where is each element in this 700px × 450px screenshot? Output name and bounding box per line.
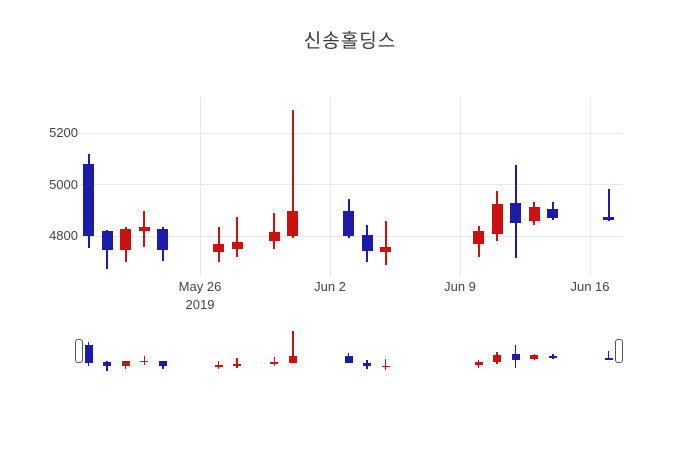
candle-wick [236,217,239,257]
mini-candle-body [214,364,223,367]
v-gridline [589,97,591,276]
x-tick-year-label: 2019 [185,297,215,312]
candle-body[interactable] [101,231,113,251]
candle-body[interactable] [287,210,299,237]
candle-wick [384,220,387,265]
mini-candle-wick [607,350,610,359]
candle-body[interactable] [83,164,95,237]
mini-candle-body [530,355,539,359]
v-gridline [459,97,461,276]
mini-candle-body [363,362,372,367]
y-tick-label: 5000 [49,176,78,192]
mini-candle-body [158,360,167,367]
x-tick-label: Jun 16 [570,279,610,294]
candle-body[interactable] [510,202,522,224]
mini-candle-body [604,358,613,360]
mini-candle-wick [384,359,387,371]
y-tick-label: 4800 [49,228,78,244]
candle-body[interactable] [491,204,503,234]
mini-candle-body [381,365,390,367]
mini-candle-body [140,360,149,363]
mini-candle-body [121,360,130,367]
x-tick-label: Jun 2 [314,279,346,294]
mini-candle-body [288,356,297,363]
candle-body[interactable] [473,231,485,244]
candle-body[interactable] [343,210,355,237]
mini-candle-body [270,361,279,365]
candle-body[interactable] [120,228,132,251]
h-gridline [80,184,623,186]
x-tick-label: Jun 9 [444,279,476,294]
candle-body[interactable] [213,244,225,252]
mini-candle-body [493,354,502,363]
candle-wick [607,188,610,221]
mini-candle-body [344,356,353,363]
mini-candle-body [511,354,520,360]
candle-body[interactable] [603,217,615,220]
mini-candle-wick [292,331,294,364]
candle-body[interactable] [380,246,392,252]
rangeslider-right-handle[interactable] [615,339,623,363]
candle-body[interactable] [157,228,169,251]
mini-candle-body [548,356,557,359]
v-gridline [199,97,201,276]
mini-candle-body [84,344,93,363]
mini-candle-wick [236,358,238,369]
candle-body[interactable] [547,209,559,219]
x-tick-label: May 26 [178,279,222,294]
mini-candle-body [103,361,112,367]
candle-body[interactable] [268,232,280,242]
y-tick-label: 5200 [49,125,78,141]
mini-candle-wick [273,357,276,367]
chart-title: 신송홀딩스 [303,31,397,52]
h-gridline [80,235,623,237]
candle-body[interactable] [528,206,540,221]
candle-body[interactable] [231,241,243,250]
h-gridline [80,132,623,134]
candle-body[interactable] [361,235,373,251]
mini-candle-body [233,364,242,367]
rangeslider-left-handle[interactable] [75,339,83,363]
candle-body[interactable] [138,227,150,232]
candle-wick [291,109,294,238]
candle-wick [273,213,276,250]
mini-candle-body [474,361,483,365]
v-gridline [329,97,331,276]
